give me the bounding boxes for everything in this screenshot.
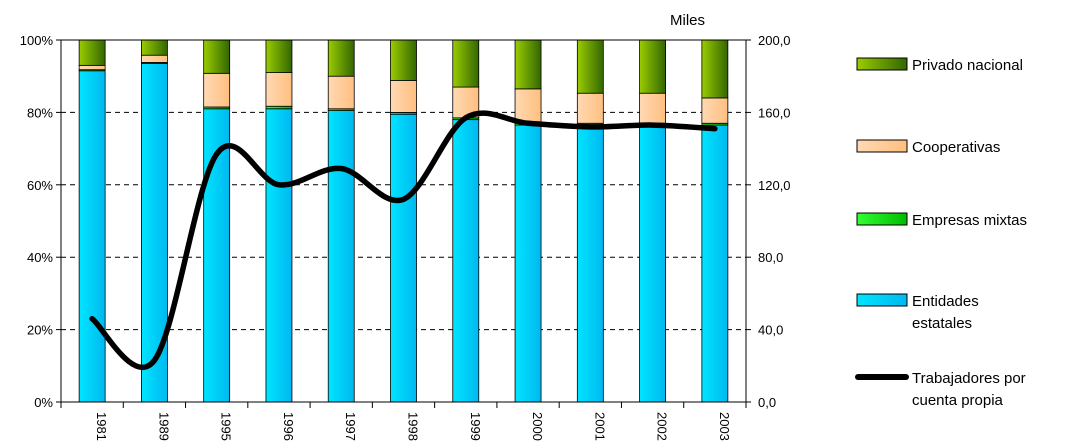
bar-entidades-estatales-2000 — [514, 124, 542, 403]
y-right-tick-label: 0,0 — [758, 395, 776, 410]
legend-label: Trabajadores por — [912, 370, 1026, 387]
bar-privado-nacional-1996 — [265, 39, 293, 73]
y-right-tick-label: 120,0 — [758, 178, 791, 193]
legend-label: Entidades — [912, 293, 979, 310]
y-right-unit-label: Miles — [670, 12, 705, 29]
bar-cooperativas-2003 — [701, 97, 729, 124]
x-tick-label: 1999 — [468, 412, 483, 441]
x-tick-label: 2002 — [655, 412, 670, 441]
y-right-tick-label: 160,0 — [758, 105, 791, 120]
x-tick-label: 2000 — [530, 412, 545, 441]
y-left-tick-label: 80% — [27, 105, 53, 120]
x-tick-label: 1995 — [219, 412, 234, 441]
bar-entidades-estatales-1981 — [78, 70, 106, 403]
legend-label: cuenta propia — [912, 392, 1004, 409]
bar-cooperativas-2001 — [576, 92, 604, 124]
y-left-tick-label: 20% — [27, 323, 53, 338]
y-right-tick-label: 40,0 — [758, 323, 783, 338]
bar-privado-nacional-1995 — [203, 39, 231, 74]
y-left-tick-label: 60% — [27, 178, 53, 193]
y-left-tick-label: 40% — [27, 250, 53, 265]
y-left-tick-label: 0% — [34, 395, 53, 410]
bar-cooperativas-1989 — [141, 54, 168, 63]
x-tick-label: 1997 — [343, 412, 358, 441]
line-series — [89, 110, 718, 371]
bar-privado-nacional-1998 — [390, 39, 417, 81]
y-right-tick-label: 80,0 — [758, 250, 783, 265]
bar-entidades-estatales-2002 — [639, 124, 666, 403]
bar-cooperativas-1996 — [265, 72, 293, 107]
legend: Privado nacional Cooperativas Empresas mix… — [855, 57, 1027, 409]
legend-swatch-mixtas — [856, 212, 908, 226]
x-tick-label: 1996 — [281, 412, 296, 441]
bar-privado-nacional-1989 — [141, 39, 168, 56]
bar-privado-nacional-1997 — [327, 39, 355, 77]
bar-entidades-estatales-1997 — [327, 110, 355, 403]
legend-label: estatales — [912, 315, 972, 332]
legend-swatch-privado — [856, 57, 908, 71]
y-right-tick-label: 200,0 — [758, 33, 791, 48]
bar-entidades-estatales-1998 — [390, 113, 417, 403]
bar-privado-nacional-2003 — [701, 39, 729, 99]
bar-cooperativas-1981 — [78, 64, 106, 71]
bar-cooperativas-1995 — [203, 72, 231, 108]
legend-swatch-estatales — [856, 293, 908, 307]
legend-label: Empresas mixtas — [912, 212, 1027, 229]
legend-label: Cooperativas — [912, 139, 1000, 156]
bar-entidades-estatales-1996 — [265, 108, 293, 403]
bar-entidades-estatales-1989 — [141, 63, 168, 403]
bars — [78, 39, 729, 403]
bar-privado-nacional-2000 — [514, 39, 542, 90]
x-tick-label: 1989 — [156, 412, 171, 441]
x-tick-label: 1981 — [94, 412, 109, 441]
bar-privado-nacional-2001 — [576, 39, 604, 94]
bar-privado-nacional-2002 — [639, 39, 666, 94]
legend-label: Privado nacional — [912, 57, 1023, 74]
legend-swatch-cooperativas — [856, 139, 908, 153]
bar-entidades-estatales-2003 — [701, 124, 729, 403]
x-tick-label: 2001 — [592, 412, 607, 441]
bar-privado-nacional-1999 — [452, 39, 480, 88]
x-tick-label: 1998 — [406, 412, 421, 441]
axes: 0% 20% 40% 60% 80% 100% 0,0 40,0 80,0 120,0 160,0 2… — [20, 12, 791, 441]
x-tick-label: 2003 — [717, 412, 732, 441]
y-left-tick-label: 100% — [20, 33, 54, 48]
bar-entidades-estatales-1999 — [452, 119, 480, 403]
bar-entidades-estatales-2001 — [576, 124, 604, 403]
bar-cooperativas-1998 — [390, 80, 417, 113]
bar-cooperativas-2000 — [514, 88, 542, 124]
bar-cooperativas-1997 — [327, 75, 355, 110]
bar-cooperativas-2002 — [639, 92, 666, 124]
bar-privado-nacional-1981 — [78, 39, 106, 66]
